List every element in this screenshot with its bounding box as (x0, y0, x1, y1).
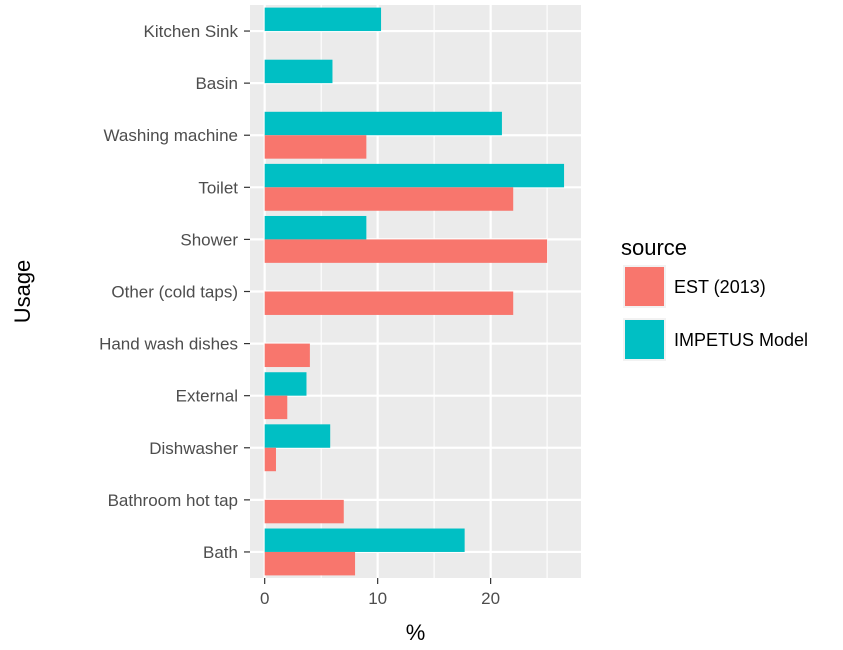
y-tick-label: Kitchen Sink (144, 22, 239, 41)
y-tick-label: Toilet (198, 178, 238, 197)
bar-impetus-model-toilet (264, 163, 565, 188)
bar-impetus-model-basin (264, 59, 333, 84)
legend-title: source (621, 235, 687, 260)
y-tick-label: Washing machine (104, 126, 239, 145)
bar-impetus-model-kitchen-sink (264, 7, 382, 32)
y-axis-title: Usage (10, 260, 35, 324)
x-tick-label: 0 (260, 589, 269, 608)
bar-impetus-model-washing-machine (264, 111, 502, 136)
x-tick-label: 10 (368, 589, 387, 608)
x-axis: 0 10 20 (260, 578, 500, 608)
bar-est-2013-dishwasher (264, 447, 276, 472)
y-tick-label: Dishwasher (149, 439, 238, 458)
y-tick-label: Bath (203, 543, 238, 562)
y-tick-label: Bathroom hot tap (108, 491, 238, 510)
x-tick-label: 20 (481, 589, 500, 608)
legend-swatch-est-2013 (625, 267, 664, 306)
y-tick-label: Shower (180, 230, 238, 249)
bar-impetus-model-external (264, 372, 307, 396)
bar-est-2013-washing-machine (264, 135, 367, 159)
bar-est-2013-external (264, 395, 288, 420)
legend: source EST (2013) IMPETUS Model (621, 235, 808, 361)
x-axis-title: % (406, 620, 426, 645)
y-tick-label: Other (cold taps) (111, 283, 238, 302)
legend-label-est-2013: EST (2013) (674, 277, 766, 297)
bar-est-2013-bathroom-hot-tap (264, 499, 344, 524)
y-tick-label: Hand wash dishes (99, 335, 238, 354)
bar-impetus-model-dishwasher (264, 424, 331, 448)
bar-est-2013-toilet (264, 187, 514, 211)
bar-impetus-model-bath (264, 528, 465, 552)
bar-est-2013-shower (264, 239, 548, 263)
y-tick-label: External (176, 387, 238, 406)
legend-label-impetus-model: IMPETUS Model (674, 330, 808, 350)
bar-impetus-model-shower (264, 215, 367, 240)
bars (264, 7, 565, 576)
y-tick-label: Basin (195, 74, 238, 93)
y-axis: Kitchen Sink Basin Washing machine Toilet Sh… (99, 22, 250, 562)
legend-swatch-impetus-model (625, 320, 664, 359)
bar-est-2013-hand-wash-dishes (264, 343, 310, 368)
bar-est-2013-bath (264, 551, 356, 576)
bar-est-2013-other-cold-taps (264, 291, 514, 315)
